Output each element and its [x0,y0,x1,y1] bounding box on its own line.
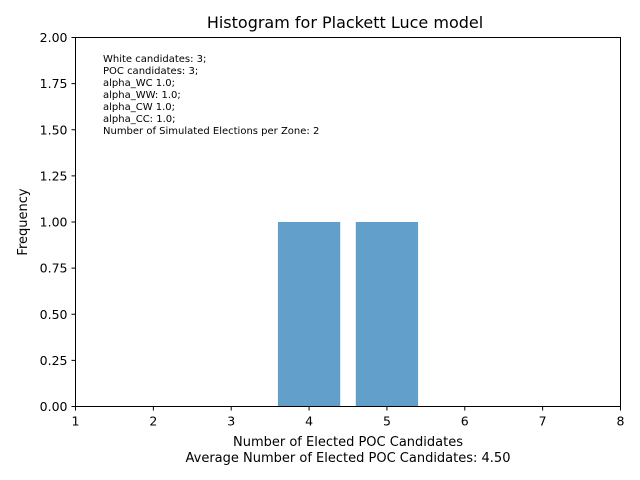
y-tick-label: 1.25 [40,168,68,183]
annotation-line: White candidates: 3; [103,54,206,65]
y-tick-label: 0.75 [40,261,68,276]
y-tick-label: 0.50 [40,307,68,322]
chart-title: Histogram for Plackett Luce model [207,13,483,32]
histogram-bar-4 [277,222,341,407]
x-axis-label-line2: Average Number of Elected POC Candidates… [186,451,511,466]
y-tick-label: 0.25 [40,353,68,368]
y-axis: 0.00 0.25 0.50 0.75 1.00 1.25 1.50 1.75 2.00 [40,30,76,414]
x-tick-label: 4 [305,414,313,429]
annotation-line: alpha_WC 1.0; [103,78,175,89]
y-tick-label: 1.75 [40,76,68,91]
annotation-line: Number of Simulated Elections per Zone: … [103,126,319,137]
annotation-line: POC candidates: 3; [103,66,198,77]
x-axis-label: Number of Elected POC Candidates [233,435,463,450]
x-tick-label: 8 [617,414,625,429]
annotation-line: alpha_WW: 1.0; [103,90,181,101]
x-axis: 1 2 3 4 5 6 7 8 [72,406,625,429]
x-tick-label: 5 [383,414,391,429]
x-tick-label: 7 [539,414,547,429]
annotation-line: alpha_CW 1.0; [103,102,175,113]
y-tick-label: 1.50 [40,122,68,137]
y-tick-label: 0.00 [40,399,68,414]
y-tick-label: 2.00 [40,30,68,45]
histogram-bar-5 [355,222,419,407]
y-axis-label: Frequency [16,188,31,255]
x-tick-label: 1 [72,414,80,429]
bars-layer [277,222,419,407]
x-tick-label: 6 [461,414,469,429]
y-tick-label: 1.00 [40,215,68,230]
x-tick-label: 3 [227,414,235,429]
x-tick-label: 2 [149,414,157,429]
annotation-box: White candidates: 3;POC candidates: 3;al… [103,54,319,137]
annotation-line: alpha_CC: 1.0; [103,114,176,125]
